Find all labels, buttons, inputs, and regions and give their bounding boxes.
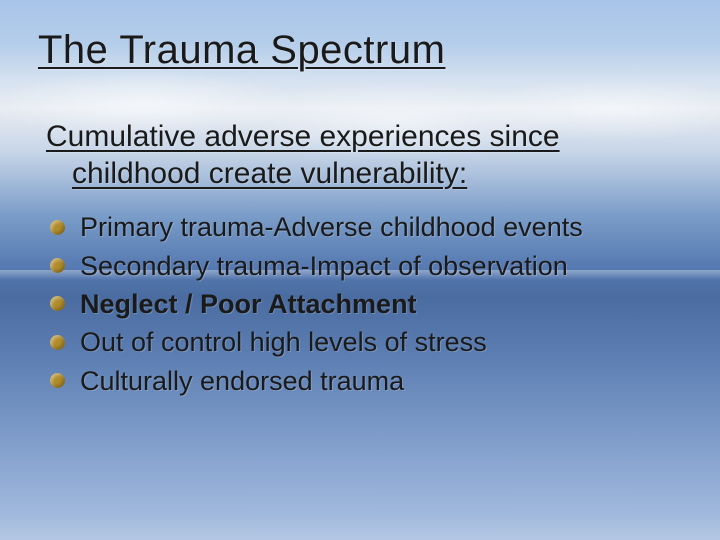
bullet-item: Neglect / Poor Attachment (46, 285, 682, 323)
subheading-line-2: childhood create vulnerability: (46, 156, 682, 193)
bullet-item: Secondary trauma-Impact of observation (46, 247, 682, 285)
slide: The Trauma Spectrum Cumulative adverse e… (0, 0, 720, 540)
slide-title: The Trauma Spectrum (38, 28, 682, 73)
slide-subheading: Cumulative adverse experiences since chi… (38, 119, 682, 192)
bullet-list: Primary trauma-Adverse childhood events … (38, 208, 682, 400)
bullet-item: Primary trauma-Adverse childhood events (46, 208, 682, 246)
bullet-item: Culturally endorsed trauma (46, 362, 682, 400)
subheading-line-1: Cumulative adverse experiences since (46, 120, 560, 153)
bullet-item: Out of control high levels of stress (46, 323, 682, 361)
